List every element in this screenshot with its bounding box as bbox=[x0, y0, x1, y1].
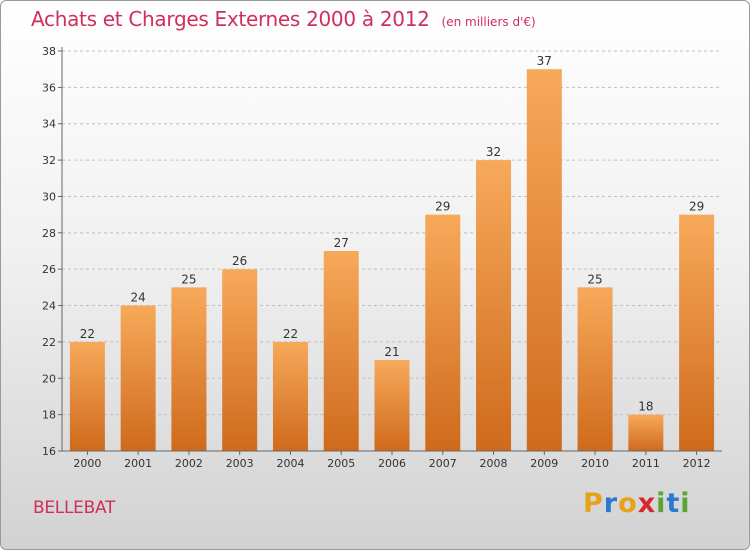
bar bbox=[526, 69, 562, 451]
bar bbox=[679, 214, 715, 451]
x-tick-label: 2011 bbox=[632, 457, 660, 470]
data-label: 25 bbox=[587, 272, 602, 286]
logo-letter: i bbox=[680, 488, 691, 519]
proxiti-logo: Proxiti bbox=[583, 488, 691, 519]
y-tick-label: 26 bbox=[42, 263, 56, 276]
axes: 16 18 20 22 24 26 28 30 32 34 36 38 2000 2001 2002 2003… bbox=[42, 45, 722, 470]
bar bbox=[323, 251, 359, 451]
logo-letter: i bbox=[656, 488, 667, 519]
logo-letter: o bbox=[618, 488, 638, 519]
data-label: 21 bbox=[384, 345, 399, 359]
x-tick-label: 2007 bbox=[429, 457, 457, 470]
logo-letter: r bbox=[603, 488, 619, 519]
bar bbox=[69, 341, 105, 451]
chart-title: Achats et Charges Externes 2000 à 2012 bbox=[31, 7, 430, 31]
x-tick-label: 2006 bbox=[378, 457, 406, 470]
y-tick-label: 22 bbox=[42, 336, 56, 349]
logo-letter: t bbox=[666, 488, 681, 519]
logo-letter: P bbox=[583, 488, 604, 519]
data-label: 18 bbox=[638, 400, 653, 414]
y-tick-label: 16 bbox=[42, 445, 56, 458]
y-tick-label: 30 bbox=[42, 190, 56, 203]
x-tick-label: 2005 bbox=[327, 457, 355, 470]
bar bbox=[120, 305, 156, 451]
data-label: 22 bbox=[80, 327, 95, 341]
data-label: 26 bbox=[232, 254, 247, 268]
x-tick-label: 2012 bbox=[683, 457, 711, 470]
y-tick-label: 28 bbox=[42, 227, 56, 240]
data-label: 29 bbox=[435, 200, 450, 214]
x-tick-label: 2002 bbox=[175, 457, 203, 470]
y-tick-label: 20 bbox=[42, 372, 56, 385]
y-tick-label: 32 bbox=[42, 154, 56, 167]
bar bbox=[628, 414, 664, 451]
logo-letter: x bbox=[637, 488, 657, 519]
chart-subtitle: (en milliers d'€) bbox=[441, 15, 536, 29]
bar bbox=[577, 287, 613, 451]
bar bbox=[425, 214, 461, 451]
x-tick-label: 2004 bbox=[276, 457, 304, 470]
y-tick-label: 18 bbox=[42, 409, 56, 422]
y-tick-label: 38 bbox=[42, 45, 56, 58]
chart-title-block: Achats et Charges Externes 2000 à 2012 (e… bbox=[31, 7, 536, 31]
y-tick-label: 24 bbox=[42, 300, 56, 313]
bar bbox=[476, 160, 512, 451]
y-tick-label: 36 bbox=[42, 81, 56, 94]
commune-name: BELLEBAT bbox=[33, 498, 116, 518]
data-label: 32 bbox=[486, 145, 501, 159]
x-tick-label: 2001 bbox=[124, 457, 152, 470]
x-tick-label: 2010 bbox=[581, 457, 609, 470]
bar bbox=[171, 287, 207, 451]
y-tick-label: 34 bbox=[42, 118, 56, 131]
data-label: 37 bbox=[537, 54, 552, 68]
x-tick-label: 2003 bbox=[226, 457, 254, 470]
bar bbox=[272, 341, 308, 451]
x-tick-label: 2000 bbox=[73, 457, 101, 470]
x-tick-label: 2009 bbox=[530, 457, 558, 470]
data-label: 24 bbox=[131, 291, 146, 305]
data-labels: 22 24 25 26 22 27 21 29 32 37 25 18 29 bbox=[80, 54, 705, 413]
data-label: 29 bbox=[689, 200, 704, 214]
data-label: 25 bbox=[181, 272, 196, 286]
x-tick-label: 2008 bbox=[480, 457, 508, 470]
bars bbox=[69, 69, 715, 451]
data-label: 22 bbox=[283, 327, 298, 341]
bar bbox=[374, 360, 410, 451]
bar bbox=[222, 269, 258, 451]
data-label: 27 bbox=[334, 236, 349, 250]
